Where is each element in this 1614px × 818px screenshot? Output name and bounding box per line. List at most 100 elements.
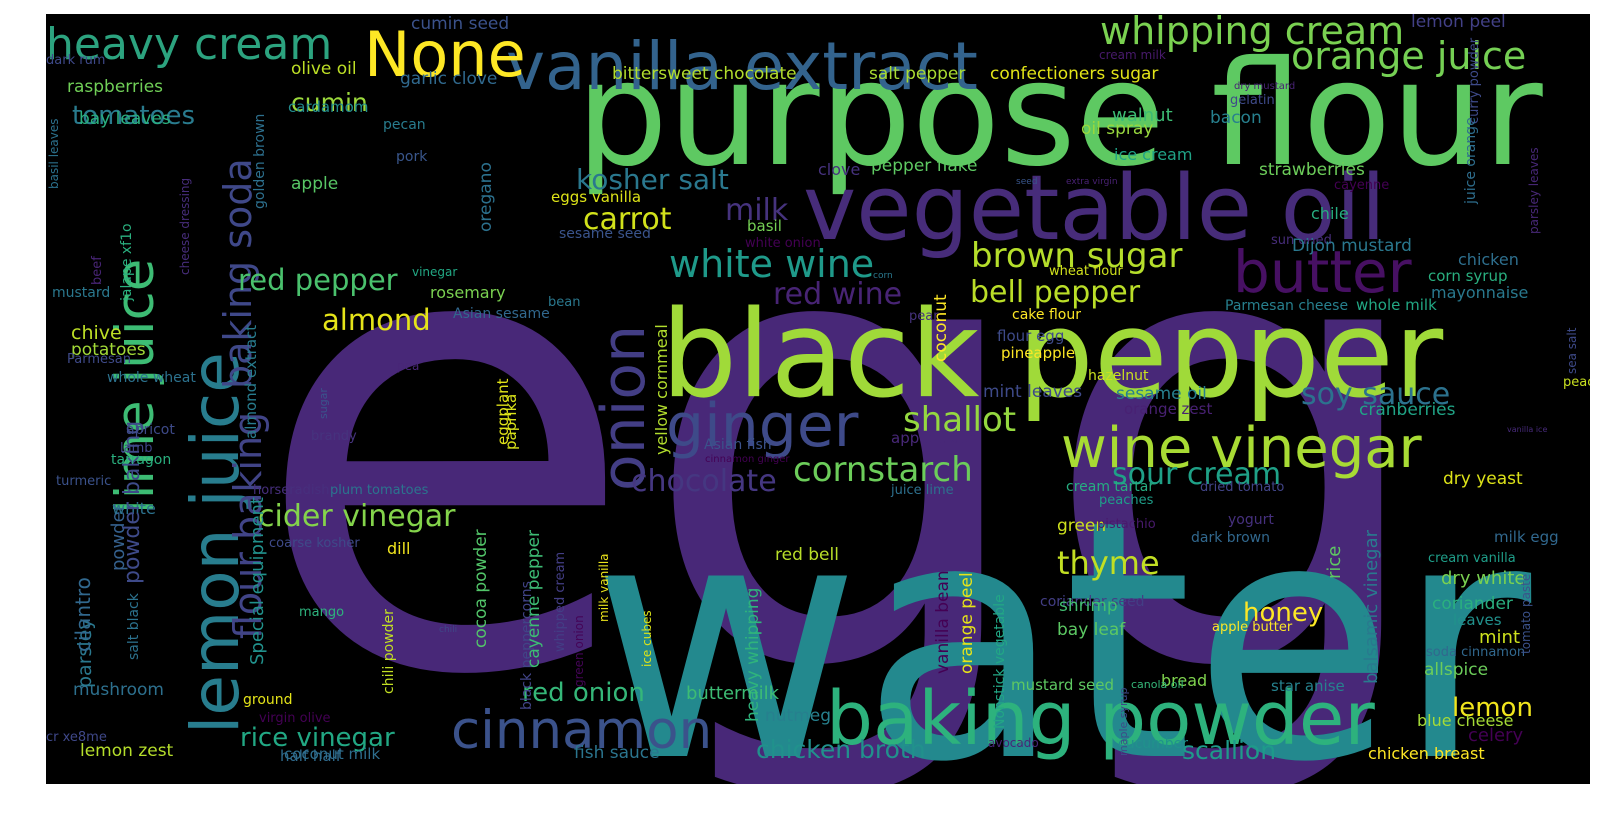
word-parmesan-cheese: Parmesan cheese	[1225, 298, 1348, 314]
word-lamb: lamb	[120, 441, 153, 456]
word-sun-dried: sun dried	[1271, 233, 1332, 248]
word-cream-milk: cream milk	[1099, 48, 1166, 62]
word-cake-flour: cake flour	[1012, 307, 1081, 323]
word-fish-sauce: fish sauce	[574, 743, 660, 763]
word-powder-baking: powder baking	[120, 421, 145, 584]
word-chicken-broth: chicken broth	[756, 735, 926, 764]
word-scallion: scallion	[1182, 736, 1276, 765]
word-blue-cheese: blue cheese	[1417, 711, 1513, 730]
word-yellow-cornmeal: yellow cornmeal	[652, 324, 671, 455]
word-cinnamon-ginger: cinnamon ginger	[705, 454, 790, 465]
word-milk-vanilla: milk vanilla	[597, 553, 611, 622]
word-virgin-olive: virgin olive	[259, 711, 331, 726]
word-cocoa-powder: cocoa powder	[471, 529, 491, 648]
word-corn: corn	[873, 271, 893, 281]
word-wine-vinegar: wine vinegar	[1061, 416, 1423, 481]
word-orange-peel: orange peel	[957, 572, 977, 674]
word-corn-syrup: corn syrup	[1428, 267, 1508, 285]
word-bean: bean	[548, 295, 580, 310]
word-almond: almond	[322, 303, 431, 337]
word-mayonnaise: mayonnaise	[1431, 283, 1528, 302]
word-sea-salt: sea salt	[1565, 327, 1579, 374]
word-black-peppercorns: black peppercorns	[519, 581, 535, 710]
word-sesame-oil: sesame oil	[1116, 384, 1207, 404]
word-allspice: allspice	[1424, 660, 1488, 680]
word-oil-spray: oil spray	[1081, 119, 1153, 139]
word-kosher-salt: kosher salt	[576, 163, 729, 196]
word-honey: honey	[1243, 598, 1323, 628]
word-almond-extract: almond extract	[242, 325, 260, 439]
word-eggs-vanilla: eggs vanilla	[551, 188, 641, 206]
word-cranberries: cranberries	[1359, 400, 1456, 420]
word-dark-rum: dark rum	[46, 53, 105, 68]
word-red-wine: red wine	[773, 277, 902, 312]
word-vinegar: vinegar	[412, 265, 457, 279]
word-pineapple: pineapple	[1001, 344, 1075, 362]
word-mustard-seed: mustard seed	[1011, 676, 1114, 694]
word-whipped-cream: whipped cream	[553, 552, 568, 652]
word-jalape-xf1o: jalape xf1o	[119, 223, 135, 302]
word-brown-sugar: brown sugar	[971, 236, 1182, 276]
word-basil-leaves: basil leaves	[47, 118, 61, 189]
word-half-half: half half	[280, 747, 342, 765]
word-onion: onion	[589, 325, 659, 491]
word-pea: pea	[397, 359, 419, 373]
word-flour-baking: flour baking	[226, 412, 270, 639]
word-tomatoes: tomatoes	[72, 101, 195, 131]
word-turmeric: turmeric	[56, 474, 111, 489]
word-cumin-seed: cumin seed	[411, 14, 509, 34]
word-chili: chili	[439, 625, 457, 635]
word-pecan: pecan	[383, 117, 426, 133]
word-basil: basil	[747, 217, 782, 235]
word-asian-fish: Asian fish	[704, 437, 772, 453]
word-carrot: carrot	[583, 202, 672, 237]
word-rice: rice	[1324, 546, 1345, 579]
word-yogurt: yogurt	[1228, 512, 1274, 528]
word-lemon: lemon	[1452, 693, 1533, 723]
word-whole-milk: whole milk	[1356, 296, 1437, 314]
word-parmesan: Parmesan	[67, 352, 131, 367]
word-mint-leaves: mint leaves	[983, 382, 1082, 402]
word-heavy-whipping: heavy whipping	[743, 588, 763, 722]
word-mustard: mustard	[52, 285, 110, 301]
word-leaves: leaves	[1453, 611, 1502, 629]
word-coriander-seed: coriander seed	[1040, 594, 1144, 610]
word-bay-leaf: bay leaf	[1057, 620, 1126, 640]
word-pork: pork	[396, 149, 428, 165]
word-seed: seed	[1016, 177, 1037, 187]
word-coconut-milk: coconut milk	[284, 745, 380, 763]
word-extra-virgin: extra virgin	[1066, 177, 1118, 187]
word-cloud-background	[46, 14, 1590, 784]
word-cream-vanilla: cream vanilla	[1428, 551, 1516, 566]
word-vegetable-oil: vegetable oil	[803, 156, 1386, 261]
word-chicken-breast: chicken breast	[1368, 744, 1485, 763]
word-lemon-zest: lemon zest	[80, 741, 174, 761]
word-confectioners-sugar: confectioners sugar	[990, 64, 1158, 84]
word-apple-cider: apple cider	[891, 429, 976, 447]
word-white-onion: white onion	[745, 236, 821, 251]
word-baking-soda: baking soda	[216, 158, 260, 389]
word-baking-powder: baking powder	[826, 676, 1375, 762]
word-milk-egg: milk egg	[1494, 528, 1559, 546]
word-nutmeg: nutmeg	[765, 706, 831, 726]
word-cardamom: cardamom	[288, 98, 368, 116]
word-eggplant: eggplant	[494, 378, 512, 445]
word-coriander: coriander	[1432, 594, 1513, 614]
word-dry-yeast: dry yeast	[1443, 469, 1523, 489]
word-cloud: egg water purpose flour black pepper veg…	[46, 14, 1590, 784]
word-asian-sesame: Asian sesame	[453, 306, 550, 322]
word-cheese-dressing: cheese dressing	[178, 178, 192, 275]
word-rice-vinegar: rice vinegar	[240, 723, 395, 753]
word-vanilla-bean: vanilla bean	[933, 570, 953, 674]
word-chocolate: chocolate	[631, 464, 777, 499]
word-chive: chive	[71, 322, 122, 344]
word-whole-wheat: whole wheat	[107, 370, 196, 386]
word-bay-leaves: bay leaves	[79, 109, 171, 129]
word-parsley: parsley	[74, 618, 96, 688]
word-lemon-peel: lemon peel	[1411, 14, 1506, 32]
word-balsamic-vinegar: balsamic vinegar	[1361, 529, 1382, 684]
word-nonstick-vegetable: Nonstick vegetable	[992, 594, 1008, 729]
word-maple-syrup: maple syrup	[1117, 688, 1130, 756]
word-cornstarch: cornstarch	[793, 450, 973, 490]
word-apple-butter: apple butter	[1212, 620, 1293, 635]
